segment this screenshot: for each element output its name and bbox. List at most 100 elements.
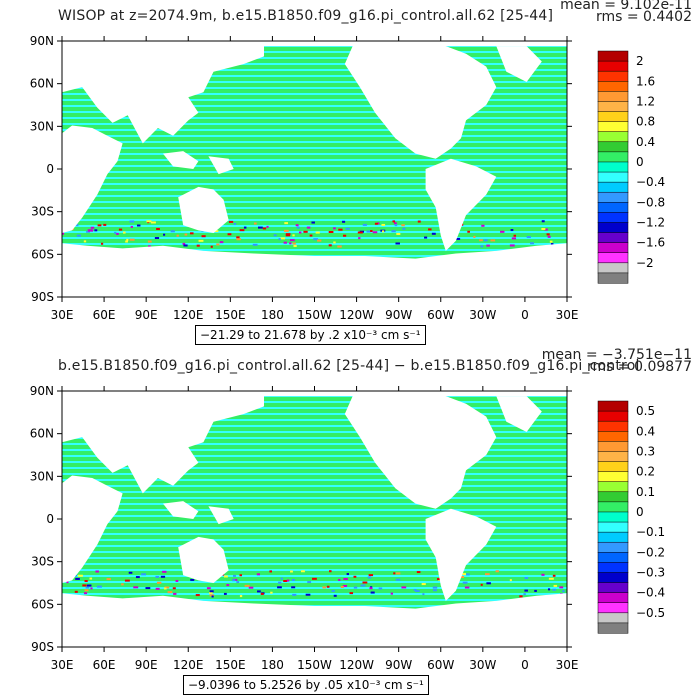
colorbar-label: 0.4 — [636, 135, 655, 149]
extreme-value-speck — [219, 241, 224, 244]
colorbar-swatch — [597, 50, 629, 62]
extreme-value-speck — [227, 233, 232, 236]
map-panel-bottom: b.e15.B1850.f09_g16.pi_control.all.62 [2… — [0, 347, 700, 700]
lat-tick-label: 30N — [30, 119, 54, 133]
land-mask — [425, 158, 497, 251]
lat-tick-label: 30S — [31, 555, 54, 569]
extreme-value-speck — [510, 229, 514, 232]
lon-tick-label: 150W — [297, 308, 332, 322]
extreme-value-speck — [122, 231, 126, 234]
extreme-value-speck — [66, 581, 69, 584]
extreme-value-speck — [124, 579, 130, 582]
extreme-value-speck — [206, 587, 211, 590]
land-mask — [496, 396, 542, 432]
colorbar: 2 1.6 1.2 0.8 0.4 0 −0.4 −0.8 −1.2 −1.6 −2 — [597, 50, 665, 284]
extreme-value-speck — [541, 220, 545, 223]
extreme-value-speck — [253, 222, 257, 225]
extreme-value-speck — [391, 230, 396, 233]
extreme-value-speck — [358, 237, 361, 240]
extreme-value-speck — [163, 587, 167, 590]
lon-tick-label: 60E — [93, 658, 116, 672]
extreme-value-speck — [349, 592, 354, 595]
map-figure-bottom: 90N 60N 30N 0 30S 60S 90S 30E 60E 90E 120E 150E 180 1… — [30, 384, 665, 672]
colorbar-swatch — [597, 602, 629, 614]
extreme-value-speck — [353, 575, 357, 578]
extreme-value-speck — [280, 237, 286, 240]
land-mask — [163, 501, 199, 519]
land-mask — [62, 475, 123, 583]
colorbar-swatch — [597, 212, 629, 224]
extreme-value-speck — [530, 242, 534, 245]
extreme-value-speck — [473, 235, 476, 238]
extreme-value-speck — [343, 578, 348, 581]
extreme-value-speck — [549, 240, 553, 243]
extreme-value-speck — [467, 230, 470, 233]
extreme-value-speck — [360, 584, 366, 587]
extreme-value-speck — [209, 590, 214, 593]
extreme-value-speck — [85, 586, 90, 589]
extreme-value-speck — [292, 234, 295, 237]
extreme-value-speck — [460, 576, 465, 579]
lon-tick-label: 120W — [339, 658, 374, 672]
extreme-value-speck — [416, 571, 421, 574]
colorbar-label: 2 — [636, 54, 644, 68]
extreme-value-speck — [486, 582, 491, 585]
extreme-value-speck — [258, 226, 263, 229]
extreme-value-speck — [490, 239, 496, 242]
extreme-value-speck — [182, 242, 186, 245]
extreme-value-speck — [292, 242, 296, 245]
extreme-value-speck — [328, 244, 332, 247]
colorbar-label: 0.8 — [636, 115, 655, 129]
colorbar-swatch — [597, 400, 629, 412]
extreme-value-speck — [331, 589, 335, 592]
lon-tick-label: 60W — [427, 308, 454, 322]
colorbar-swatch — [597, 111, 629, 123]
colorbar-label: 0.3 — [636, 444, 655, 458]
extreme-value-speck — [216, 243, 220, 246]
extreme-value-speck — [100, 242, 104, 245]
lon-tick-label: 90W — [385, 308, 412, 322]
extreme-value-speck — [293, 244, 297, 247]
extreme-value-speck — [562, 590, 565, 593]
extreme-value-speck — [155, 587, 160, 590]
extreme-value-speck — [421, 583, 426, 586]
extreme-value-speck — [303, 230, 308, 233]
lat-tick-label: 30N — [30, 469, 54, 483]
extreme-value-speck — [546, 233, 550, 236]
lat-tick-label: 90S — [31, 290, 54, 304]
map-panel-top: WISOP at z=2074.9m, b.e15.B1850.f09_g16.… — [30, 0, 692, 345]
colorbar-swatch — [597, 431, 629, 442]
extreme-value-speck — [128, 571, 133, 574]
lat-tick-label: 0 — [46, 162, 54, 176]
extreme-value-speck — [500, 230, 505, 233]
extreme-value-speck — [118, 228, 123, 231]
extreme-value-speck — [233, 222, 237, 225]
extreme-value-speck — [413, 589, 417, 592]
extreme-value-speck — [547, 588, 551, 591]
colorbar-swatch — [597, 141, 629, 153]
colorbar-swatch — [597, 491, 629, 503]
lat-tick-label: 90N — [30, 34, 54, 48]
land-mask — [178, 186, 229, 233]
extreme-value-speck — [381, 223, 386, 226]
land-mask — [62, 391, 567, 397]
map-field — [62, 391, 567, 647]
colorbar: 0.5 0.4 0.3 0.2 0.1 0 −0.1 −0.2 −0.3 −0.4 −0.5 — [597, 400, 665, 634]
lat-tick-label: 60S — [31, 247, 54, 261]
extreme-value-speck — [86, 230, 91, 233]
colorbar-swatch — [597, 612, 629, 624]
colorbar-swatch — [597, 592, 629, 604]
extreme-value-speck — [485, 573, 490, 576]
colorbar-swatch — [597, 101, 629, 113]
extreme-value-speck — [366, 230, 371, 233]
extreme-value-speck — [243, 226, 247, 229]
extreme-value-speck — [74, 224, 79, 227]
extreme-value-speck — [232, 579, 236, 582]
extreme-value-speck — [548, 577, 554, 580]
extreme-value-speck — [369, 587, 373, 590]
extreme-value-speck — [464, 586, 470, 589]
extreme-value-speck — [87, 229, 93, 232]
extreme-value-speck — [125, 240, 128, 243]
lon-tick-label: 150E — [215, 308, 246, 322]
extreme-value-speck — [290, 570, 293, 573]
